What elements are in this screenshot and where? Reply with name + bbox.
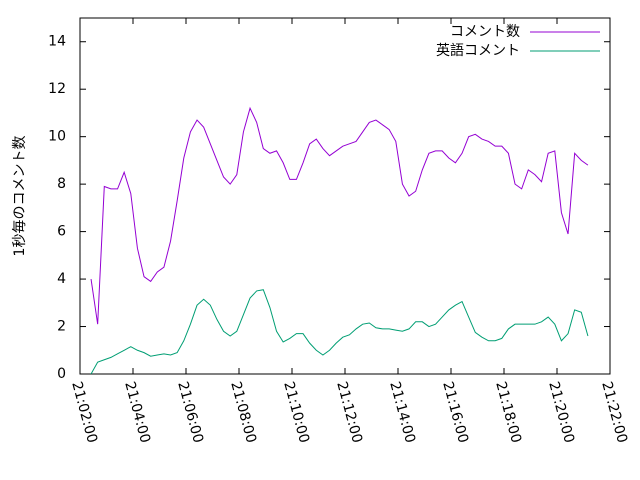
series-line [90, 106, 589, 325]
x-tick-label: 21:02:00 [68, 380, 100, 445]
x-tick-label: 21:16:00 [439, 380, 471, 445]
x-tick-label: 21:14:00 [386, 380, 418, 445]
y-tick-label: 0 [57, 366, 66, 382]
y-tick-label: 8 [57, 176, 66, 192]
x-tick-label: 21:06:00 [174, 380, 206, 445]
y-tick-label: 14 [48, 34, 66, 50]
series-line [90, 289, 589, 375]
plot-border [79, 17, 611, 375]
x-tick-label: 21:22:00 [598, 380, 630, 445]
y-tick-label: 4 [57, 271, 66, 287]
x-tick-label: 21:20:00 [545, 380, 577, 445]
x-tick-label: 21:08:00 [227, 380, 259, 445]
y-tick-label: 6 [57, 224, 66, 240]
y-tick-label: 2 [57, 319, 66, 335]
x-tick-label: 21:10:00 [280, 380, 312, 445]
legend-label: コメント数 [450, 24, 520, 40]
x-tick-label: 21:18:00 [492, 380, 524, 445]
y-axis-label: 1秒毎のコメント数 [12, 136, 28, 257]
y-tick-label: 10 [48, 129, 66, 145]
x-tick-label: 21:12:00 [333, 380, 365, 445]
x-tick-label: 21:04:00 [121, 380, 153, 445]
legend-label: 英語コメント [436, 42, 520, 59]
y-tick-label: 12 [48, 81, 66, 97]
